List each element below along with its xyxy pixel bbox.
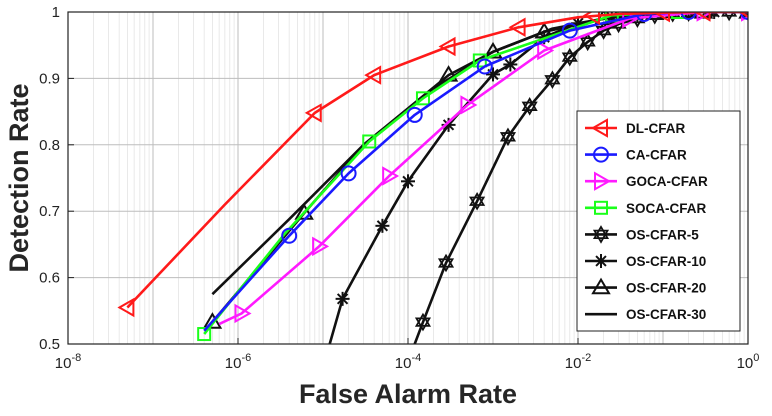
data-point-ca-cfar bbox=[476, 58, 493, 75]
data-point-os-cfar-5 bbox=[721, 12, 738, 17]
data-point-os-cfar-20 bbox=[483, 41, 503, 59]
data-point-os-cfar-10 bbox=[487, 68, 499, 81]
data-point-ca-cfar bbox=[561, 22, 578, 39]
data-point-os-cfar-5 bbox=[469, 191, 486, 206]
data-point-soca-cfar bbox=[415, 91, 430, 106]
data-point-os-cfar-5 bbox=[414, 312, 432, 327]
data-point-os-cfar-5 bbox=[680, 12, 697, 18]
legend-label-dl-cfar: DL-CFAR bbox=[626, 121, 685, 136]
y-axis-title: Detection Rate bbox=[4, 83, 34, 272]
data-point-ca-cfar bbox=[340, 165, 357, 182]
data-point-os-cfar-5 bbox=[414, 317, 432, 332]
data-point-os-cfar-5 bbox=[544, 75, 561, 90]
y-tick-label: 0.8 bbox=[39, 137, 60, 154]
data-point-os-cfar-5 bbox=[561, 47, 578, 62]
data-point-dl-cfar bbox=[438, 36, 456, 57]
x-tick-label: 10-4 bbox=[395, 352, 421, 372]
data-point-goca-cfar bbox=[234, 303, 252, 324]
data-point-goca-cfar bbox=[312, 236, 330, 257]
data-point-os-cfar-5 bbox=[561, 52, 578, 67]
y-tick-label: 0.5 bbox=[39, 336, 60, 353]
legend-marker-goca-cfar bbox=[594, 171, 612, 191]
legend-marker-ca-cfar bbox=[593, 146, 609, 163]
legend-label-os-cfar-30: OS-CFAR-30 bbox=[626, 307, 706, 322]
data-point-goca-cfar bbox=[460, 95, 478, 115]
data-point-os-cfar-5 bbox=[521, 101, 538, 116]
legend-label-os-cfar-5: OS-CFAR-5 bbox=[626, 227, 699, 242]
data-point-dl-cfar bbox=[117, 297, 135, 318]
data-point-ca-cfar bbox=[680, 12, 697, 20]
legend-marker-os-cfar-20 bbox=[591, 277, 611, 295]
legend-marker-soca-cfar bbox=[594, 200, 608, 215]
x-tick-label: 100 bbox=[737, 352, 760, 372]
y-tick-label: 0.7 bbox=[39, 203, 60, 220]
legend-label-ca-cfar: CA-CFAR bbox=[626, 148, 687, 163]
data-point-goca-cfar bbox=[382, 166, 400, 186]
data-point-goca-cfar bbox=[537, 40, 555, 61]
data-point-os-cfar-10 bbox=[504, 58, 517, 71]
data-point-dl-cfar bbox=[652, 12, 670, 23]
data-point-os-cfar-5 bbox=[703, 12, 715, 22]
series-line-goca-cfar bbox=[218, 12, 748, 326]
data-point-os-cfar-5 bbox=[499, 132, 517, 147]
data-point-soca-cfar bbox=[362, 134, 377, 149]
data-point-os-cfar-10 bbox=[336, 293, 349, 305]
legend-marker-os-cfar-5 bbox=[592, 225, 610, 240]
data-point-os-cfar-10 bbox=[402, 175, 414, 187]
data-point-os-cfar-5 bbox=[723, 12, 735, 22]
legend-marker-os-cfar-5 bbox=[592, 229, 610, 244]
data-point-os-cfar-5 bbox=[544, 70, 561, 85]
data-point-dl-cfar bbox=[304, 103, 322, 123]
legend-marker-os-cfar-10 bbox=[595, 255, 607, 267]
data-point-dl-cfar bbox=[737, 12, 748, 18]
data-point-os-cfar-5 bbox=[499, 127, 517, 142]
data-point-os-cfar-5 bbox=[469, 196, 486, 211]
data-point-os-cfar-10 bbox=[376, 220, 389, 232]
legend-label-os-cfar-10: OS-CFAR-10 bbox=[626, 254, 706, 269]
data-point-os-cfar-5 bbox=[437, 258, 455, 273]
y-tick-label: 1 bbox=[52, 4, 60, 21]
legend-marker-dl-cfar bbox=[590, 118, 608, 138]
legend-box bbox=[576, 110, 741, 332]
data-point-os-cfar-5 bbox=[579, 32, 596, 47]
data-point-os-cfar-5 bbox=[437, 253, 455, 268]
x-tick-label: 10-2 bbox=[565, 352, 591, 372]
axis-ticks: 10-8 10-6 10-4 10-2 100 0.5 0.6 0.7 0.8 0.9 1 bbox=[39, 4, 759, 372]
data-point-dl-cfar bbox=[693, 12, 711, 22]
legend-label-goca-cfar: GOCA-CFAR bbox=[626, 174, 708, 189]
data-point-os-cfar-5 bbox=[579, 37, 596, 52]
y-tick-label: 0.9 bbox=[39, 70, 60, 87]
data-point-os-cfar-10 bbox=[712, 12, 720, 18]
x-axis-title: False Alarm Rate bbox=[299, 379, 517, 409]
x-tick-label: 10-6 bbox=[225, 352, 251, 372]
data-point-ca-cfar bbox=[406, 106, 423, 123]
data-point-os-cfar-10 bbox=[442, 119, 455, 131]
data-point-soca-cfar bbox=[670, 12, 685, 19]
data-point-soca-cfar bbox=[197, 327, 212, 342]
data-point-dl-cfar bbox=[508, 17, 526, 37]
data-point-dl-cfar bbox=[364, 65, 382, 85]
legend: DL-CFAR CA-CFAR GOCA-CFAR SOCA-CFAR OS-CFAR-… bbox=[576, 110, 741, 332]
data-point-os-cfar-5 bbox=[521, 96, 538, 111]
legend-label-os-cfar-20: OS-CFAR-20 bbox=[626, 281, 706, 296]
data-point-ca-cfar bbox=[281, 227, 298, 244]
y-tick-label: 0.6 bbox=[39, 270, 60, 287]
grid bbox=[67, 11, 749, 345]
data-point-dl-cfar bbox=[582, 12, 600, 26]
legend-label-soca-cfar: SOCA-CFAR bbox=[626, 201, 706, 216]
x-tick-label: 10-8 bbox=[55, 352, 81, 372]
data-point-os-cfar-20 bbox=[202, 312, 223, 329]
